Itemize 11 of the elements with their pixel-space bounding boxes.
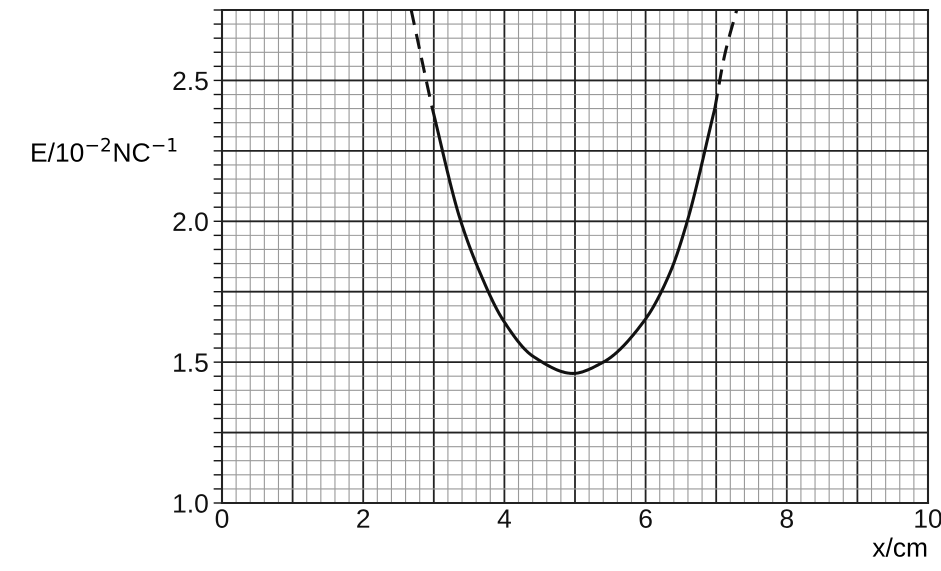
x-tick-label: 8	[780, 509, 793, 528]
x-tick-label: 4	[498, 510, 511, 528]
y-tick-label: 1.0	[174, 494, 208, 513]
y-axis-title: E/10$^{−2}$NC$^{−1}$	[32, 138, 176, 162]
x-tick-label: 0	[216, 509, 228, 528]
x-tick-label: 2	[357, 509, 370, 528]
x-axis-title: x/cm	[872, 538, 926, 557]
y-tick-label: 2.0	[173, 212, 208, 232]
y-tick-label: 1.5	[174, 354, 208, 372]
y-tick-label: 2.5	[173, 72, 208, 90]
x-tick-label: 6	[640, 509, 652, 528]
